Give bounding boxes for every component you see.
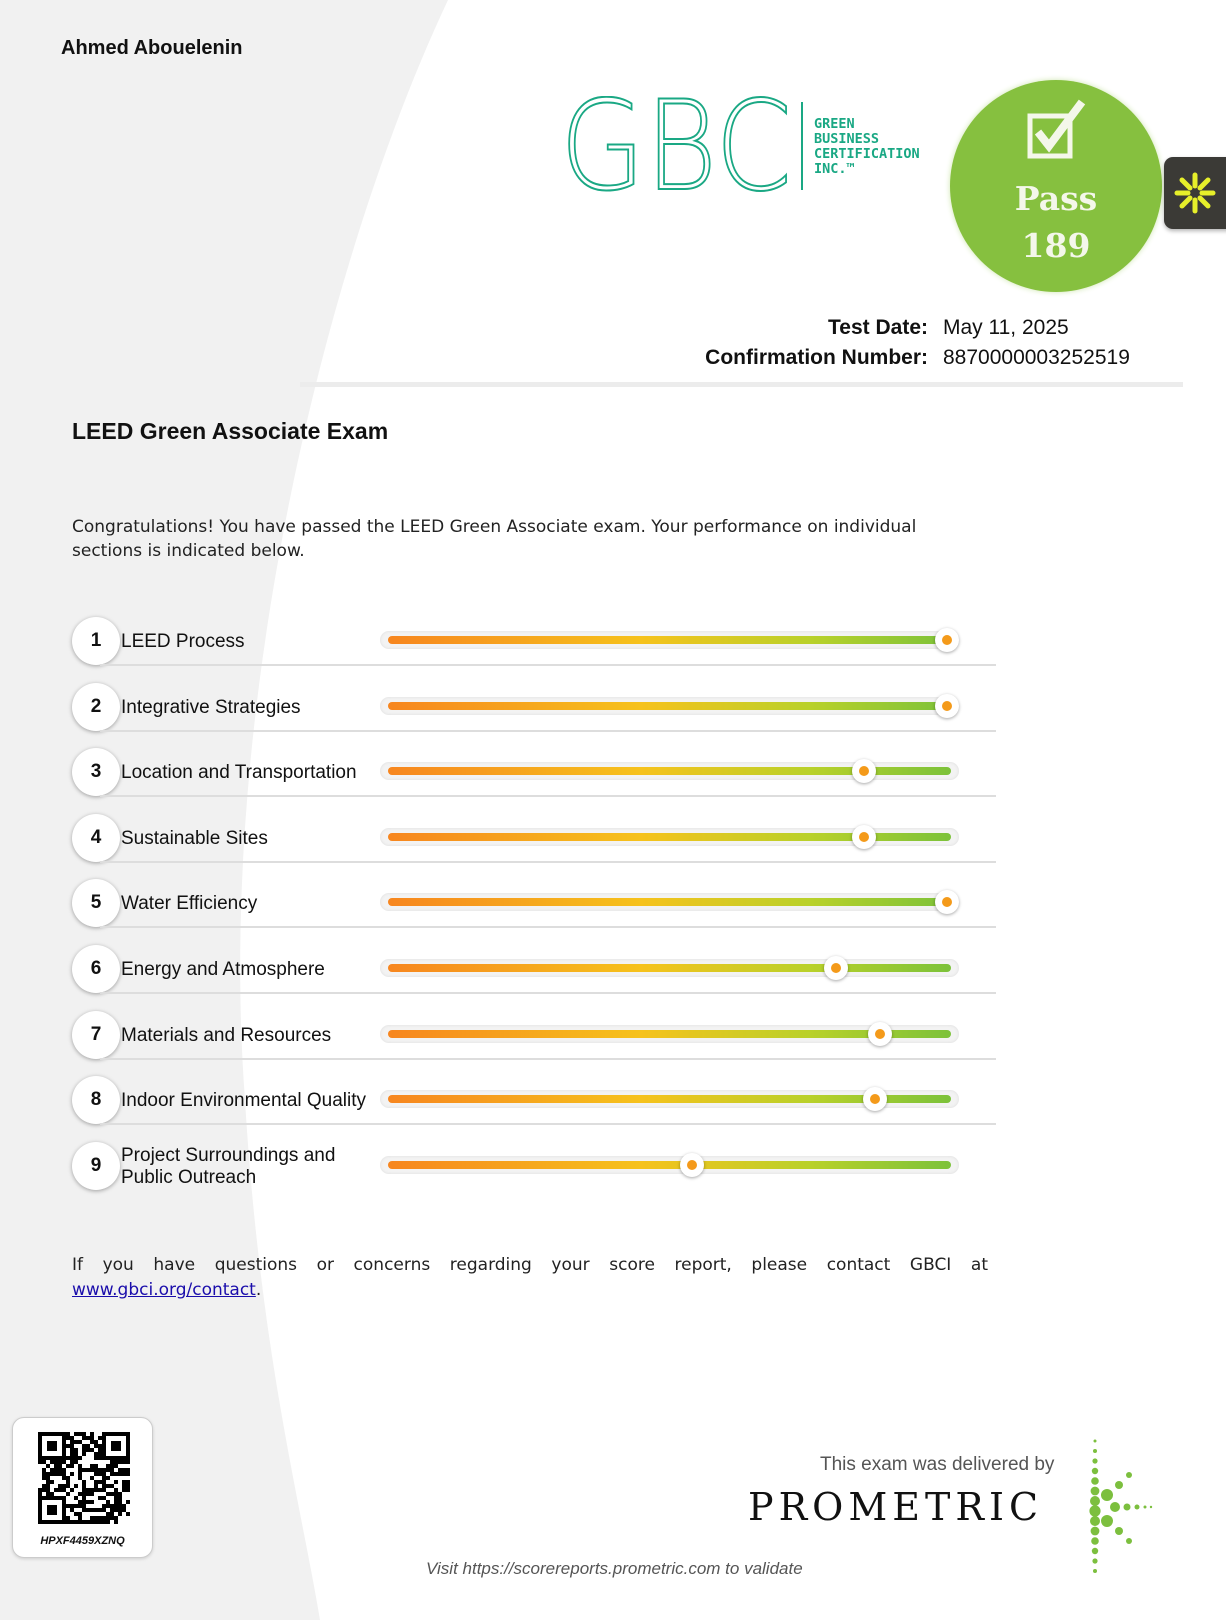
performance-bar [380, 1152, 959, 1177]
checkbox-check-icon [1027, 99, 1086, 159]
row-divider [100, 664, 996, 666]
prometric-dots-logo [1089, 1439, 1153, 1573]
test-date-row: Test Date: May 11, 2025 [0, 316, 1226, 340]
section-number: 8 [72, 1076, 120, 1125]
section-label: LEED Process [121, 631, 245, 652]
candidate-name: Ahmed Abouelenin [61, 37, 243, 59]
section-number: 4 [72, 813, 120, 862]
confirmation-number: 8870000003252519 [943, 346, 1130, 369]
section-number: 6 [72, 945, 120, 993]
delivered-by-text: This exam was delivered by [820, 1454, 1055, 1475]
section-label: Materials and Resources [121, 1024, 332, 1046]
prometric-logo-text: PROMETRIC [748, 1485, 1044, 1529]
section-label: Energy and Atmosphere [121, 959, 325, 980]
result-score: 189 [1021, 226, 1091, 265]
performance-marker [862, 1087, 887, 1112]
section-label: Water Efficiency [121, 893, 258, 915]
performance-marker [935, 628, 959, 652]
section-number: 7 [72, 1010, 120, 1059]
qr-card: HPXF4459XZNQ [12, 1417, 153, 1558]
section-row: 5 Water Efficiency [72, 879, 996, 946]
performance-marker [868, 1021, 893, 1046]
row-divider [100, 860, 996, 863]
performance-bar [380, 890, 959, 915]
section-number: 1 [72, 617, 120, 665]
section-row: 3 Location and Transportation [72, 748, 996, 815]
performance-marker [824, 956, 848, 980]
row-divider [100, 992, 996, 994]
gbci-contact-link[interactable]: www.gbci.org/contact [72, 1280, 256, 1300]
performance-gradient [388, 1029, 951, 1038]
divider [300, 382, 1183, 387]
performance-bar [380, 956, 959, 980]
performance-gradient [388, 1095, 951, 1104]
row-divider [100, 926, 996, 929]
performance-marker [851, 824, 876, 849]
logo-line: GREEN [814, 116, 855, 132]
logo-line: CERTIFICATION [814, 146, 920, 162]
contact-text: If you have questions or concerns regard… [72, 1253, 988, 1303]
section-row: 8 Indoor Environmental Quality [72, 1076, 996, 1143]
intro-text: Congratulations! You have passed the LEE… [72, 517, 917, 561]
section-number: 2 [72, 682, 120, 731]
exam-title: LEED Green Associate Exam [72, 418, 389, 444]
performance-bar [380, 1087, 959, 1112]
row-divider [100, 729, 996, 732]
validate-text: Visit https://scorereports.prometric.com… [426, 1559, 803, 1578]
result-status: Pass [1014, 179, 1098, 218]
performance-bar [380, 1021, 959, 1046]
section-label: Sustainable Sites [121, 827, 268, 849]
contact-end: . [255, 1280, 262, 1300]
section-row: 2 Integrative Strategies [72, 682, 996, 750]
confirmation-row: Confirmation Number: 8870000003252519 [0, 346, 1226, 370]
gbc-letters: GBC [560, 96, 792, 196]
performance-marker [935, 693, 959, 718]
pass-badge: Pass 189 [950, 80, 1162, 292]
test-date-label: Test Date: [828, 316, 928, 339]
qr-code-id: HPXF4459XZNQ [40, 1535, 125, 1547]
section-row: 9 Project Surroundings and Public Outrea… [72, 1141, 996, 1209]
performance-gradient [388, 832, 951, 841]
gbc-logo: GBC GREEN BUSINESS CERTIFICATION INC.™ [559, 74, 940, 220]
test-date-value: May 11, 2025 [943, 316, 1069, 339]
side-widget-tab[interactable] [1164, 157, 1226, 229]
performance-gradient [388, 964, 951, 972]
performance-bar [380, 759, 959, 784]
performance-gradient [388, 898, 951, 907]
performance-bar [380, 693, 959, 718]
performance-marker [679, 1152, 704, 1177]
qr-code-icon [38, 1432, 130, 1524]
section-number: 5 [72, 879, 120, 928]
confirmation-label: Confirmation Number: [705, 346, 928, 369]
performance-bar [380, 824, 959, 849]
row-divider [100, 795, 996, 798]
performance-gradient [388, 701, 951, 710]
logo-line: BUSINESS [814, 131, 879, 147]
row-divider [100, 1123, 996, 1126]
section-label: Indoor Environmental Quality [121, 1090, 367, 1112]
performance-gradient [388, 1160, 951, 1169]
section-row: 4 Sustainable Sites [72, 813, 996, 881]
row-divider [100, 1057, 996, 1060]
sparkle-icon [1174, 172, 1216, 214]
performance-bar [380, 628, 959, 652]
logo-line: INC.™ [814, 161, 855, 177]
performance-gradient [388, 636, 951, 644]
performance-marker [851, 759, 876, 784]
contact-sentence: If you have questions or concerns regard… [72, 1255, 988, 1275]
performance-marker [935, 890, 959, 915]
section-label: Project Surroundings and Public Outreach [121, 1144, 336, 1188]
section-label: Location and Transportation [121, 762, 357, 784]
section-row: 7 Materials and Resources [72, 1010, 996, 1078]
performance-gradient [388, 767, 951, 776]
section-number: 3 [72, 748, 120, 797]
section-label: Integrative Strategies [121, 696, 301, 718]
section-number: 9 [72, 1141, 120, 1190]
section-row: 1 LEED Process [72, 617, 996, 684]
section-row: 6 Energy and Atmosphere [72, 945, 996, 1012]
